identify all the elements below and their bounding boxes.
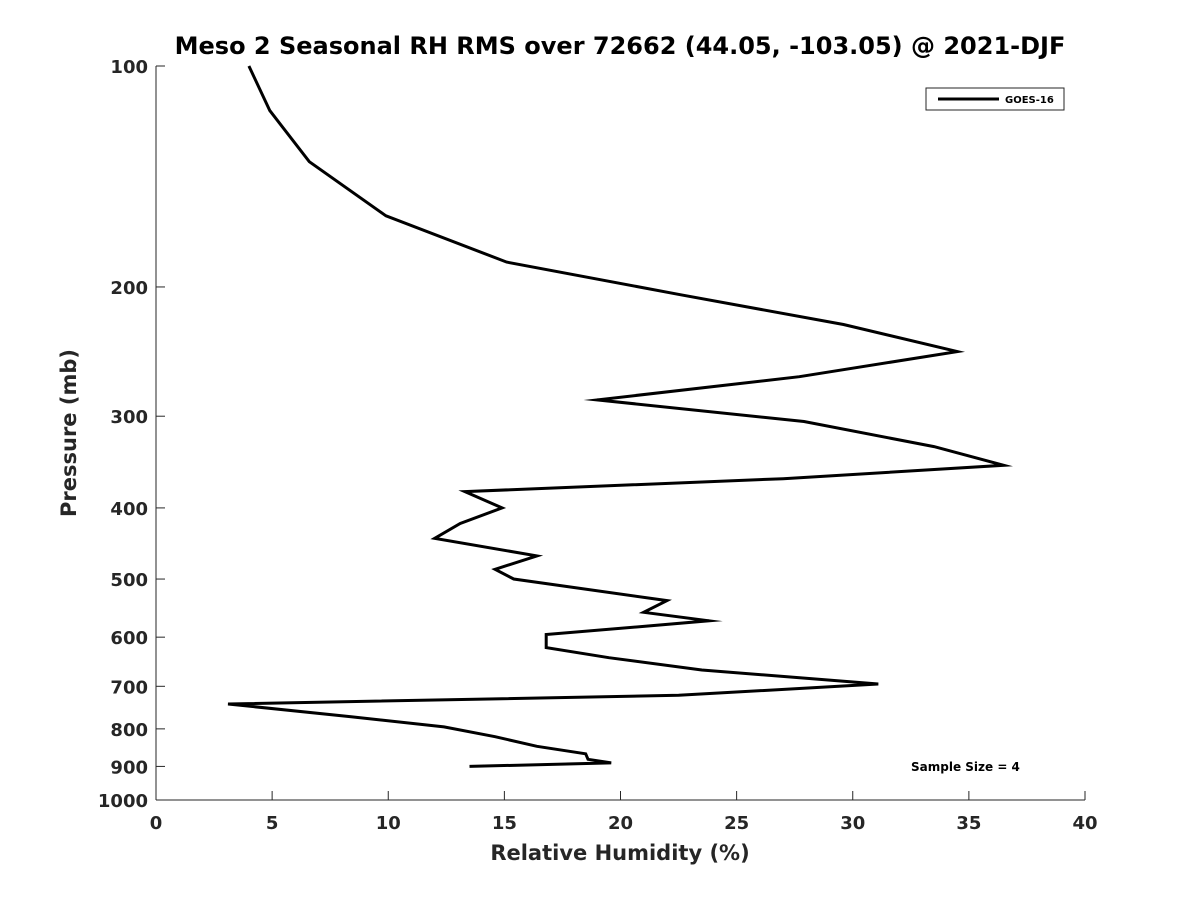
y-axis-ticks: 100 200 300 400 500 600 700 800 900 1000 (98, 57, 165, 812)
series-line-goes-16 (227, 65, 1013, 768)
y-tick-label: 200 (110, 278, 148, 299)
y-tick-label: 400 (110, 499, 148, 520)
x-tick-label: 40 (1072, 813, 1097, 834)
x-axis-ticks: 0 5 10 15 20 25 30 35 40 (150, 791, 1098, 834)
x-tick-label: 20 (608, 813, 633, 834)
y-tick-label: 700 (110, 677, 148, 698)
x-tick-label: 25 (724, 813, 749, 834)
y-tick-label: 100 (110, 57, 148, 78)
y-tick-label: 1000 (98, 791, 148, 812)
y-tick-label: 500 (110, 570, 148, 591)
series-group (227, 65, 1013, 768)
legend-label-goes-16: GOES-16 (1005, 95, 1054, 106)
x-tick-label: 35 (956, 813, 981, 834)
y-tick-label: 600 (110, 628, 148, 649)
sample-size-annotation: Sample Size = 4 (911, 760, 1020, 774)
x-tick-label: 0 (150, 813, 163, 834)
x-tick-label: 30 (840, 813, 865, 834)
x-tick-label: 15 (492, 813, 517, 834)
x-tick-label: 5 (266, 813, 279, 834)
legend: GOES-16 (925, 87, 1065, 111)
y-axis-label: Pressure (mb) (57, 349, 81, 517)
chart-title: Meso 2 Seasonal RH RMS over 72662 (44.05… (175, 32, 1066, 60)
y-tick-label: 800 (110, 720, 148, 741)
y-tick-label: 900 (110, 757, 148, 778)
x-tick-label: 10 (376, 813, 401, 834)
y-tick-label: 300 (110, 407, 148, 428)
x-axis-label: Relative Humidity (%) (490, 841, 749, 865)
plot-area (156, 66, 1085, 800)
